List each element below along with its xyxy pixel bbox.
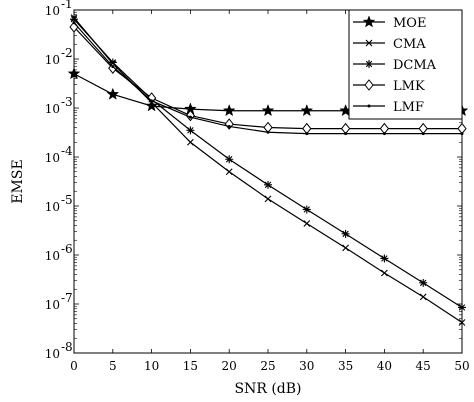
data-point-lmf [305,132,309,136]
legend-marker-lmk [364,79,374,91]
y-tick-label-exponent: -3 [61,95,73,109]
data-point-cma [342,244,349,252]
x-tick-label: 50 [454,359,469,373]
y-tick-label-base: 10 [45,102,60,116]
data-point-lmf [72,21,76,25]
y-axis-title: EMSE [10,159,26,203]
x-tick-label: 40 [377,359,392,373]
data-point-lmf [382,132,386,136]
legend: MOE CMA DCMA LMK LMF [348,9,463,120]
y-tick-label-base: 10 [45,249,60,263]
data-point-lmk [108,62,118,74]
data-point-lmf [266,130,270,134]
data-point-lmk [340,122,351,135]
data-point-lmf [227,124,231,128]
y-tick-label: 10 -3 [45,95,73,116]
legend-label-cma: CMA [393,37,426,52]
x-tick-label: 25 [260,359,275,373]
y-tick-label-base: 10 [45,151,60,165]
x-tick-label: 10 [144,359,159,373]
data-point-lmk [302,122,312,135]
legend-label-lmf: LMF [393,100,424,115]
y-tick-label: 10 -5 [45,193,73,214]
legend-label-moe: MOE [393,16,426,31]
series-dcma [70,15,466,312]
legend-item-lmf: LMF [353,100,424,115]
data-point-cma [303,220,311,227]
legend-label-dcma: DCMA [393,58,437,73]
y-tick-label-base: 10 [45,347,60,361]
y-tick-label-exponent: -5 [61,193,73,207]
data-point-moe [300,104,314,117]
data-point-lmk [457,122,467,135]
data-point-lmf [150,99,154,103]
y-tick-label-exponent: -7 [61,291,73,305]
legend-marker-dcma [365,60,373,68]
data-point-lmf [421,132,425,136]
data-point-lmf [111,65,115,69]
x-tick-label: 35 [338,359,353,373]
data-point-lmk [146,92,157,104]
data-point-moe [261,104,275,117]
data-point-dcma [264,180,272,189]
legend-item-cma: CMA [353,37,426,52]
data-point-cma [187,138,194,146]
y-tick-label-exponent: -1 [61,0,73,11]
y-tick-label: 10 -8 [45,340,73,361]
data-point-moe [145,99,158,112]
legend-item-dcma: DCMA [353,58,437,73]
y-tick-label-exponent: -2 [61,46,73,60]
y-tick-label-base: 10 [45,4,60,18]
x-tick-label: 0 [70,359,78,373]
data-point-lmf [460,132,464,136]
data-point-dcma [186,126,195,135]
x-tick-label: 45 [416,359,431,373]
y-tick-label-base: 10 [45,200,60,214]
data-point-moe [106,87,120,100]
y-tick-label: 10 -4 [45,144,73,165]
data-point-cma [419,293,427,301]
data-point-cma [381,269,388,277]
y-tick-label: 10 -1 [45,0,73,18]
data-point-dcma [380,254,389,263]
data-point-cma [225,168,233,176]
y-tick-label: 10 -6 [45,242,73,263]
data-point-lmf [188,115,192,119]
legend-marker-lmf [367,104,371,108]
x-tick-label: 20 [222,359,237,373]
legend-item-lmk: LMK [353,79,425,94]
x-tick-label: 30 [299,359,314,373]
data-point-cma [458,319,466,326]
y-tick-label-exponent: -8 [61,340,73,354]
legend-marker-cma [365,39,373,47]
legend-marker-moe [362,15,376,28]
x-axis-title: SNR (dB) [234,381,301,397]
data-point-dcma [341,229,350,238]
data-point-lmf [344,132,348,136]
data-point-lmk [379,122,390,135]
data-point-dcma [302,205,311,214]
legend-item-moe: MOE [353,15,426,31]
legend-label-lmk: LMK [393,79,425,94]
data-point-moe [222,104,236,117]
y-tick-label: 10 -2 [45,46,73,67]
data-point-dcma [419,278,428,287]
x-tick-label: 5 [109,359,117,373]
y-tick-label: 10 -7 [45,291,73,312]
y-tick-label-exponent: -4 [61,144,73,158]
data-point-lmk [418,122,428,135]
series-lmf [72,21,464,136]
data-point-dcma [458,303,466,312]
x-tick-label: 15 [183,359,198,373]
data-point-cma [264,195,272,203]
y-tick-label-base: 10 [45,53,60,67]
data-point-moe [67,67,81,80]
y-tick-label-exponent: -6 [61,242,73,256]
y-tick-label-base: 10 [45,298,60,312]
data-point-dcma [70,15,78,24]
data-point-dcma [225,155,234,164]
